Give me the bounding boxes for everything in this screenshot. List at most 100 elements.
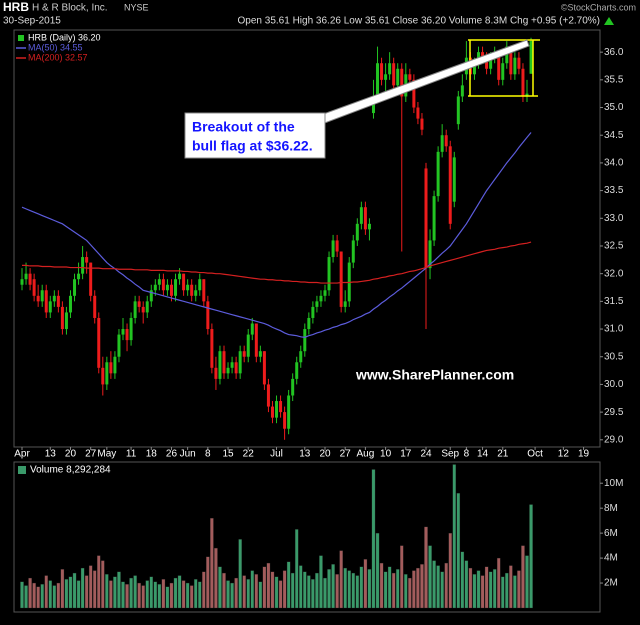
volume-bar <box>198 581 202 609</box>
y-tick-label: 30.5 <box>604 351 624 362</box>
volume-bar <box>460 551 465 609</box>
quote: Open 35.61 High 36.26 Low 35.61 Close 36… <box>238 16 600 27</box>
candle-body <box>432 196 436 241</box>
candle-body <box>250 323 254 335</box>
x-tick-label: 26 <box>166 449 178 460</box>
y-tick-label: 32.5 <box>604 241 624 252</box>
volume-bar <box>420 564 424 609</box>
y-tick-label: 8M <box>604 503 618 514</box>
up-arrow <box>604 17 614 25</box>
volume-bar <box>496 557 501 609</box>
volume-bar <box>266 562 271 609</box>
candle-body <box>52 295 56 302</box>
ma-line <box>22 241 532 284</box>
candle-body <box>303 329 307 352</box>
x-tick-label: 21 <box>497 449 509 460</box>
candle-body <box>133 301 137 318</box>
volume-bar <box>185 582 190 609</box>
candle-body <box>396 68 400 86</box>
y-tick-label: 32.0 <box>604 268 624 279</box>
candle-body <box>157 279 161 285</box>
candle-body <box>517 57 521 69</box>
candle-body <box>222 351 226 374</box>
legend-label: Volume 8,292,284 <box>30 465 111 476</box>
volume-panel <box>13 461 601 613</box>
candle-body <box>81 257 85 274</box>
candle-body <box>489 57 493 69</box>
y-tick-label: 35.0 <box>604 102 624 113</box>
candle-body <box>68 295 72 313</box>
candle-body <box>20 279 24 285</box>
volume-bar <box>323 577 327 609</box>
candle-body <box>85 257 89 263</box>
volume-bar <box>101 560 105 609</box>
candle-body <box>109 362 113 374</box>
candle-body <box>428 240 432 269</box>
candle-body <box>149 290 153 302</box>
volume-bar <box>448 532 452 609</box>
candle-body <box>460 85 464 97</box>
volume-bar <box>311 579 315 609</box>
x-tick-label: 12 <box>558 449 570 460</box>
volume-bar <box>24 585 28 609</box>
x-tick-label: 10 <box>380 449 392 460</box>
volume-bar <box>347 570 351 609</box>
exchange: NYSE <box>124 2 149 12</box>
candle-body <box>481 52 485 58</box>
volume-bar <box>84 575 89 609</box>
candle-body <box>307 317 311 330</box>
volume-bar <box>408 577 412 609</box>
volume-bar <box>88 565 93 609</box>
candle-body <box>436 151 440 197</box>
candle-body <box>125 329 129 341</box>
volume-bar <box>52 585 57 609</box>
price-panel <box>13 29 601 448</box>
y-tick-label: 6M <box>604 528 618 539</box>
x-tick-label: 19 <box>578 449 590 460</box>
volume-bar <box>416 567 420 609</box>
volume-bar <box>472 574 477 609</box>
volume-bar <box>375 532 380 609</box>
volume-bar <box>476 570 481 609</box>
volume-bar <box>319 555 323 609</box>
volume-bar <box>391 572 396 609</box>
x-tick-label: 15 <box>222 449 234 460</box>
candle-body <box>319 295 323 302</box>
volume-bar <box>20 581 24 609</box>
volume-bar <box>254 574 259 609</box>
candle-body <box>141 306 145 313</box>
candle-body <box>408 74 412 80</box>
volume-bar <box>60 569 65 609</box>
volume-bar <box>218 566 222 609</box>
volume-bar <box>153 581 158 609</box>
volume-bar <box>355 575 360 609</box>
volume-bar <box>145 580 149 609</box>
volume-bar <box>517 570 521 609</box>
volume-bar <box>278 580 283 609</box>
source: ©StockCharts.com <box>561 2 636 12</box>
volume-bar <box>371 469 376 609</box>
volume-bar <box>432 560 436 609</box>
candle-body <box>113 356 117 374</box>
volume-bar <box>383 571 388 609</box>
candle-body <box>40 290 44 302</box>
x-tick-label: 27 <box>85 449 97 460</box>
volume-bar <box>117 571 121 609</box>
y-tick-label: 29.0 <box>604 434 624 445</box>
volume-bar <box>270 571 275 609</box>
candle-body <box>161 279 165 291</box>
volume-bar <box>315 572 319 609</box>
candle-body <box>24 273 28 280</box>
candle-body <box>363 207 367 230</box>
candle-body <box>335 240 339 252</box>
volume-bar <box>444 562 448 609</box>
volume-bar <box>28 577 32 609</box>
candle-body <box>311 306 315 318</box>
volume-bar <box>173 577 178 609</box>
candle-body <box>501 63 505 80</box>
volume-bar <box>501 576 505 609</box>
volume-bar <box>64 579 69 609</box>
candle-body <box>258 351 262 357</box>
